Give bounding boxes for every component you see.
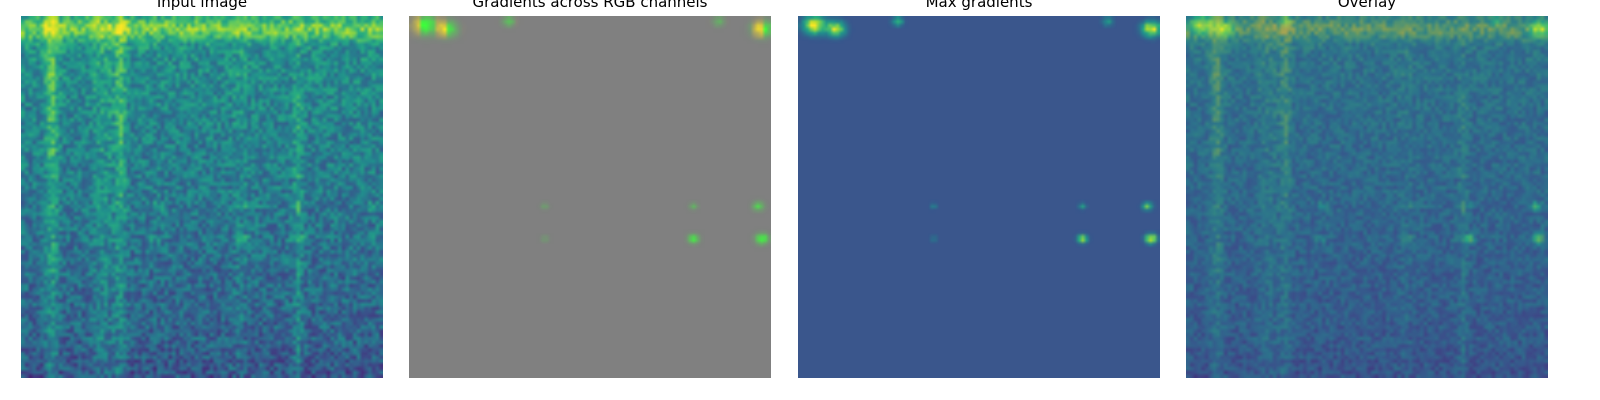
input-image [21, 16, 383, 378]
rgb-gradients-image [409, 16, 771, 378]
max-gradients-image [798, 16, 1160, 378]
input-image-title: Input image [156, 0, 248, 11]
overlay-image [1186, 16, 1548, 378]
rgb-gradients-panel: Gradients across RGB channels [409, 0, 771, 400]
overlay-title: Overlay [1337, 0, 1397, 11]
max-gradients-panel: Max gradients [798, 0, 1160, 400]
max-gradients-title: Max gradients [925, 0, 1033, 11]
overlay-panel: Overlay [1186, 0, 1548, 400]
rgb-gradients-title: Gradients across RGB channels [472, 0, 708, 11]
input-image-panel: Input image [21, 0, 383, 400]
